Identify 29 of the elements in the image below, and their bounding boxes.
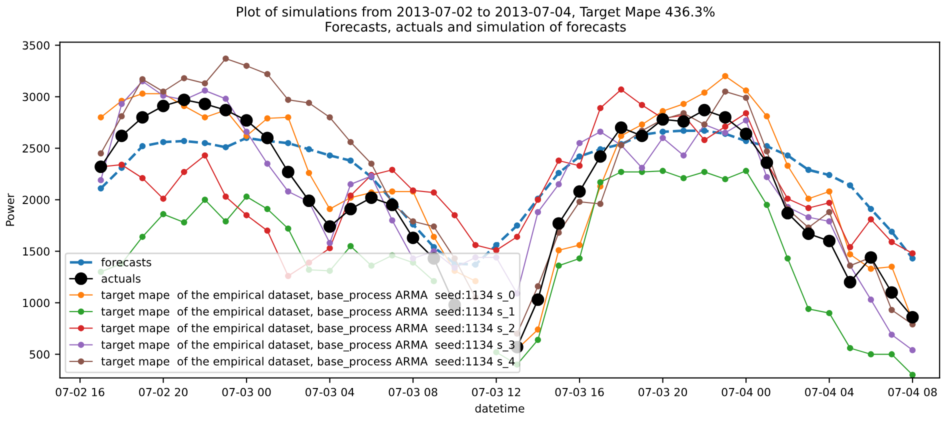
y-tick-label: 2000 — [22, 196, 50, 204]
x-tick-label: 07-04 08 — [888, 388, 937, 396]
legend-label: actuals — [102, 274, 140, 283]
x-tick-label: 07-03 20 — [638, 388, 688, 396]
legend-label: forecasts — [101, 258, 152, 266]
legend-label: target mape of the empirical dataset, base_process ARMA seed:1134 s_3 — [101, 340, 514, 352]
y-tick-label: 1000 — [23, 298, 50, 308]
x-tick-label: 07-03 12 — [472, 388, 520, 396]
legend-label: target mape of the empirical dataset, base_process ARMA seed:1134 s_0 — [101, 290, 515, 302]
legend-label: target mape of the empirical dataset, base_process ARMA seed:1134 s_1 — [101, 307, 514, 318]
chart-subtitle: Forecasts, actuals and simulation of forecasts — [326, 22, 626, 34]
y-axis-title: Power — [6, 193, 14, 226]
x-tick-label: 07-03 08 — [388, 388, 438, 396]
x-tick-label: 07-02 20 — [139, 388, 188, 396]
x-tick-label: 07-04 04 — [805, 388, 854, 396]
x-tick-label: 07-03 04 — [306, 388, 354, 396]
x-tick-label: 07-03 00 — [222, 388, 271, 396]
y-tick-label: 500 — [30, 350, 50, 359]
chart-title: Plot of simulations from 2013-07-02 to 2013-07-04, Target Mape 436.3% — [237, 6, 715, 20]
y-tick-label: 1500 — [23, 247, 50, 256]
x-tick-label: 07-02 16 — [56, 388, 104, 396]
legend-label: target mape of the empirical dataset, base_process ARMA seed:1134 s_2 — [101, 324, 514, 335]
x-axis-title: datetime — [475, 404, 524, 413]
legend-label: target mape of the empirical dataset, base_process ARMA seed:1134 s_4 — [101, 356, 515, 368]
y-tick-label: 2500 — [22, 144, 50, 153]
x-tick-label: 07-04 00 — [722, 388, 770, 396]
y-tick-label: 3500 — [22, 41, 50, 50]
y-tick-label: 3000 — [22, 92, 50, 102]
x-tick-label: 07-03 16 — [555, 388, 604, 396]
